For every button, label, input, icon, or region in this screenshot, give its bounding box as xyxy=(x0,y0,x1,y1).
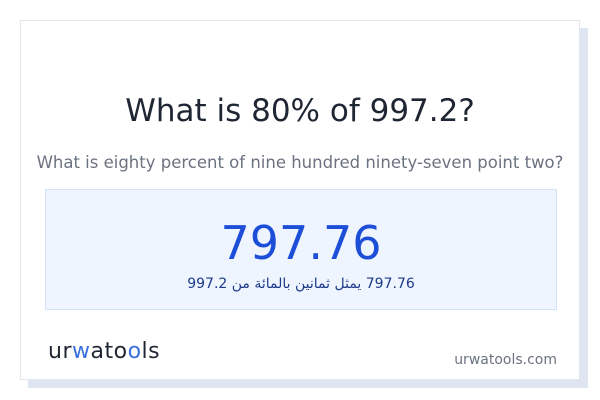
result-box: 797.76 797.76 يمثل ثمانين بالمائة من 997… xyxy=(45,189,557,310)
logo-text: ur xyxy=(48,339,72,364)
result-card: What is 80% of 997.2? What is eighty per… xyxy=(20,20,580,380)
page-title: What is 80% of 997.2? xyxy=(125,93,475,129)
result-arabic-text: 797.76 يمثل ثمانين بالمائة من 997.2 xyxy=(187,276,415,292)
logo-text: at xyxy=(90,339,114,364)
logo-text: w xyxy=(72,339,91,364)
logo-text: ls xyxy=(141,339,161,364)
urwatools-logo: urwatools xyxy=(48,339,160,364)
result-value: 797.76 xyxy=(220,216,382,270)
page-subtitle: What is eighty percent of nine hundred n… xyxy=(36,153,564,172)
logo-text: o xyxy=(113,339,128,364)
site-url: urwatools.com xyxy=(454,352,557,368)
logo-text: o xyxy=(127,339,142,364)
